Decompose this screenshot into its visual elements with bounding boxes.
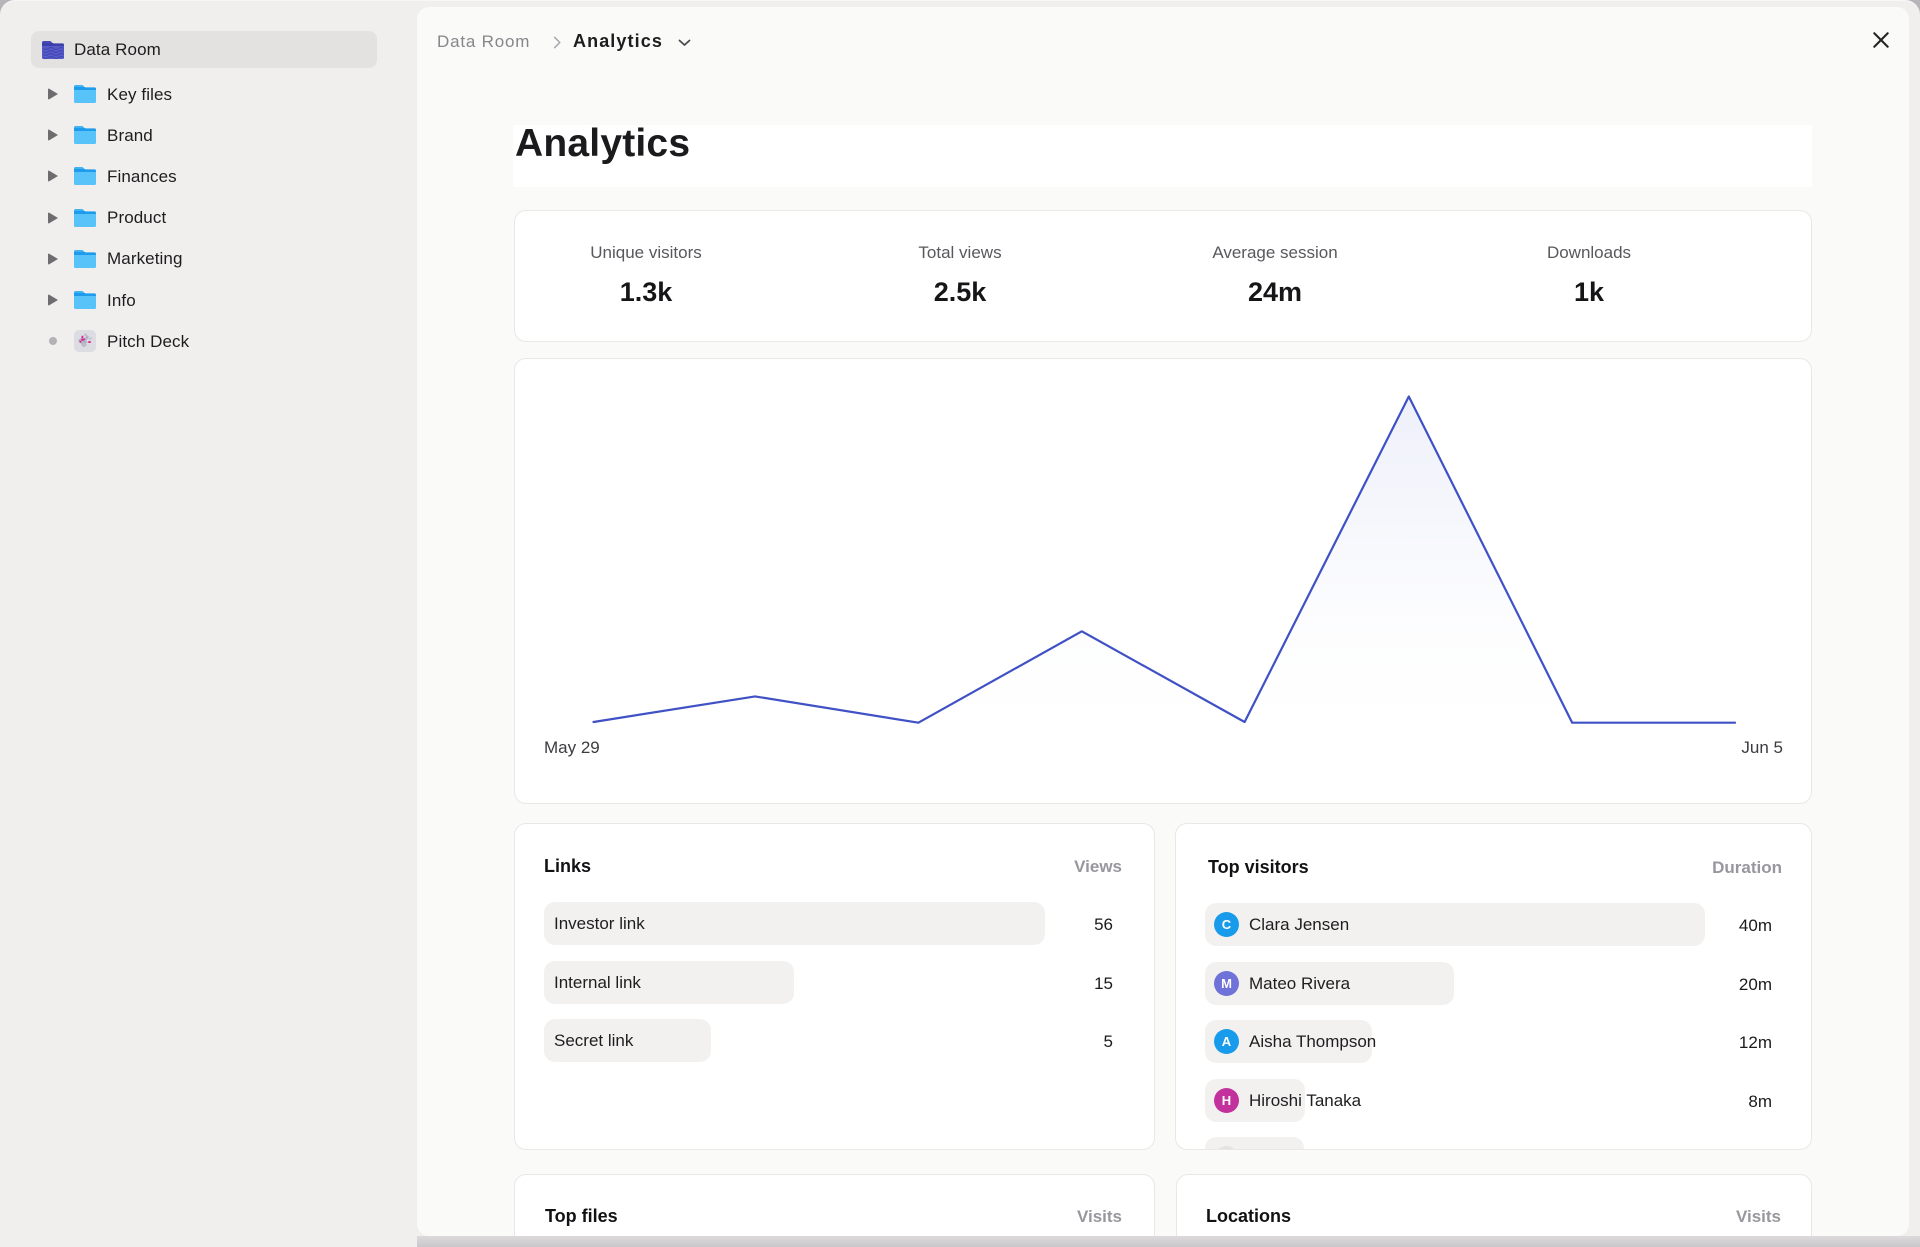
svg-text:May 29: May 29 (544, 738, 600, 757)
svg-text:Jun 5: Jun 5 (1741, 738, 1783, 757)
